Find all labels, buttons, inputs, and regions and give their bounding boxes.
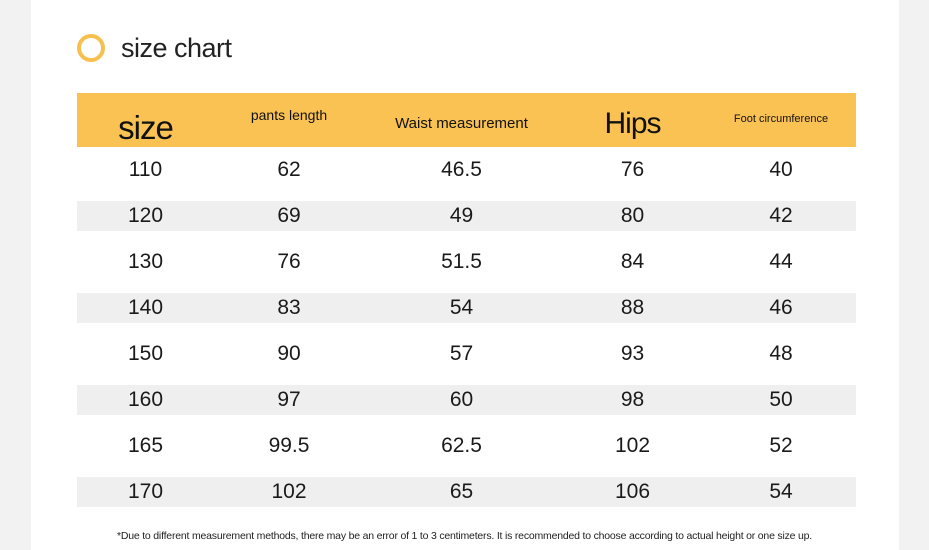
cell-size: 130 bbox=[127, 250, 164, 273]
table-row: 130 76 51.5 84 44 bbox=[77, 239, 856, 285]
table-row: 140 83 54 88 46 bbox=[77, 285, 856, 331]
page-title: size chart bbox=[121, 32, 232, 63]
table-row: 165 99.5 62.5 102 52 bbox=[77, 423, 856, 469]
size-table: size pants length Waist measurement Hips… bbox=[77, 93, 856, 515]
cell-hips: 76 bbox=[620, 158, 645, 181]
cell-foot-circumference: 42 bbox=[706, 193, 856, 239]
cell-waist: 65 bbox=[364, 469, 559, 515]
cell-hips: 106 bbox=[559, 469, 706, 515]
measurement-footnote: *Due to different measurement methods, t… bbox=[116, 530, 813, 542]
cell-hips: 88 bbox=[559, 285, 706, 331]
cell-hips: 80 bbox=[559, 193, 706, 239]
cell-size: 140 bbox=[77, 285, 214, 331]
cell-foot-circumference: 50 bbox=[706, 377, 856, 423]
cell-pants-length: 97 bbox=[214, 377, 364, 423]
table-row: 160 97 60 98 50 bbox=[77, 377, 856, 423]
section-heading: size chart bbox=[77, 28, 232, 68]
cell-foot-circumference: 46 bbox=[706, 285, 856, 331]
cell-size: 150 bbox=[127, 342, 164, 365]
cell-size: 160 bbox=[77, 377, 214, 423]
table-row: 170 102 65 106 54 bbox=[77, 469, 856, 515]
table-row: 110 62 46.5 76 40 bbox=[77, 147, 856, 193]
cell-hips: 93 bbox=[620, 342, 645, 365]
cell-foot-circumference: 48 bbox=[769, 342, 793, 365]
table-row: 150 90 57 93 48 bbox=[77, 331, 856, 377]
cell-pants-length: 62 bbox=[277, 158, 301, 181]
table-header-row: size pants length Waist measurement Hips… bbox=[77, 93, 856, 147]
cell-waist: 49 bbox=[364, 193, 559, 239]
size-chart-card bbox=[31, 0, 899, 550]
cell-waist: 62.5 bbox=[441, 434, 482, 457]
cell-foot-circumference: 54 bbox=[706, 469, 856, 515]
cell-size: 110 bbox=[128, 158, 163, 181]
header-size: size bbox=[118, 109, 174, 146]
cell-pants-length: 90 bbox=[277, 342, 301, 365]
cell-hips: 98 bbox=[559, 377, 706, 423]
cell-waist: 51.5 bbox=[441, 250, 482, 273]
cell-pants-length: 76 bbox=[277, 250, 301, 273]
cell-foot-circumference: 44 bbox=[769, 250, 793, 273]
cell-size: 170 bbox=[77, 469, 214, 515]
cell-size: 120 bbox=[77, 193, 214, 239]
header-waist: Waist measurement bbox=[395, 114, 528, 132]
header-pants-length: pants length bbox=[250, 107, 328, 123]
cell-hips: 102 bbox=[614, 434, 651, 457]
cell-waist: 54 bbox=[364, 285, 559, 331]
circle-bullet-icon bbox=[77, 34, 105, 62]
cell-foot-circumference: 40 bbox=[769, 158, 793, 181]
header-hips: Hips bbox=[604, 107, 661, 140]
cell-pants-length: 99.5 bbox=[268, 434, 310, 457]
cell-waist: 60 bbox=[364, 377, 559, 423]
table-row: 120 69 49 80 42 bbox=[77, 193, 856, 239]
cell-foot-circumference: 52 bbox=[769, 434, 793, 457]
header-foot-circumference: Foot circumference bbox=[733, 112, 829, 125]
cell-hips: 84 bbox=[620, 250, 645, 273]
cell-pants-length: 83 bbox=[214, 285, 364, 331]
cell-size: 165 bbox=[127, 434, 164, 457]
cell-waist: 57 bbox=[449, 342, 474, 365]
cell-pants-length: 69 bbox=[214, 193, 364, 239]
cell-pants-length: 102 bbox=[214, 469, 364, 515]
cell-waist: 46.5 bbox=[441, 158, 482, 181]
